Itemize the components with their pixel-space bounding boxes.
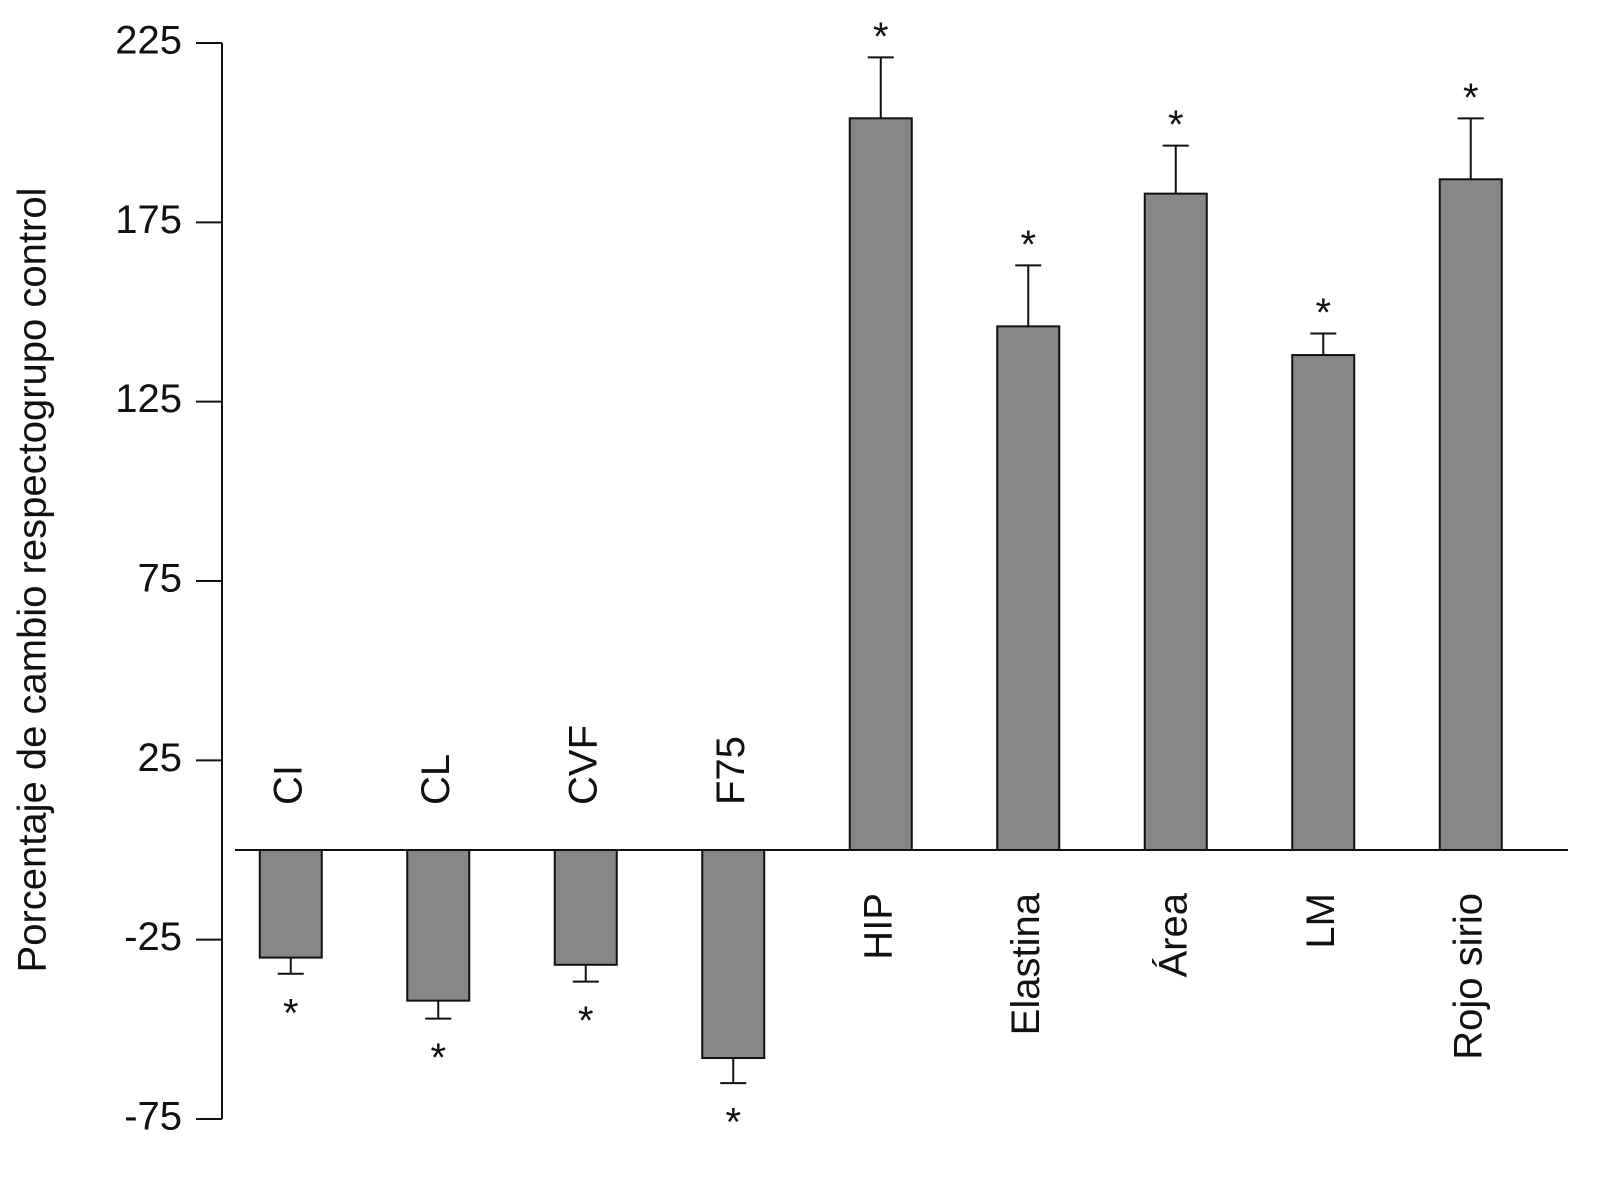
error-bar <box>720 1058 747 1085</box>
y-tick-label: 125 <box>115 377 182 421</box>
error-bar <box>1015 264 1042 327</box>
significance-marker: * <box>283 991 299 1035</box>
x-tick-label: HIP <box>856 893 900 960</box>
significance-marker: * <box>1020 223 1036 267</box>
significance-marker: * <box>1463 76 1479 120</box>
x-tick-label: CVF <box>561 725 605 805</box>
error-bar <box>867 56 894 119</box>
y-tick-label: -25 <box>124 915 182 959</box>
error-bar <box>1162 144 1189 194</box>
y-axis-label: Porcentaje de cambio respectogrupo contr… <box>11 188 55 973</box>
bar <box>1143 192 1208 851</box>
bar <box>1438 178 1503 851</box>
y-tick-label: 25 <box>138 736 183 780</box>
bar <box>848 117 913 851</box>
significance-marker: * <box>430 1036 446 1080</box>
error-bar <box>425 1000 452 1020</box>
error-bar <box>572 964 599 983</box>
significance-marker: * <box>873 15 889 59</box>
bar <box>996 325 1061 851</box>
bar <box>1291 354 1356 851</box>
x-tick-label: Área <box>1150 892 1195 977</box>
y-tick-label: 225 <box>115 19 182 63</box>
x-tick-label: F75 <box>709 736 753 805</box>
error-bar <box>1457 117 1484 180</box>
x-tick-label: LM <box>1299 893 1343 949</box>
y-tick-label: -75 <box>124 1095 182 1139</box>
error-bar <box>1310 332 1337 356</box>
significance-marker: * <box>578 999 594 1043</box>
x-tick-label: CL <box>414 754 458 805</box>
bar <box>406 849 471 1002</box>
significance-marker: * <box>1315 291 1331 335</box>
x-tick-label: Rojo sirio <box>1446 893 1490 1060</box>
x-tick-label: CI <box>266 765 310 805</box>
significance-marker: * <box>1168 103 1184 147</box>
error-bar <box>277 957 304 975</box>
significance-marker: * <box>725 1101 741 1145</box>
bar <box>701 849 766 1060</box>
y-tick-label: 75 <box>138 557 183 601</box>
bar <box>553 849 618 966</box>
bar <box>258 849 323 959</box>
y-tick-label: 175 <box>115 198 182 242</box>
x-tick-label: Elastina <box>1004 892 1048 1035</box>
